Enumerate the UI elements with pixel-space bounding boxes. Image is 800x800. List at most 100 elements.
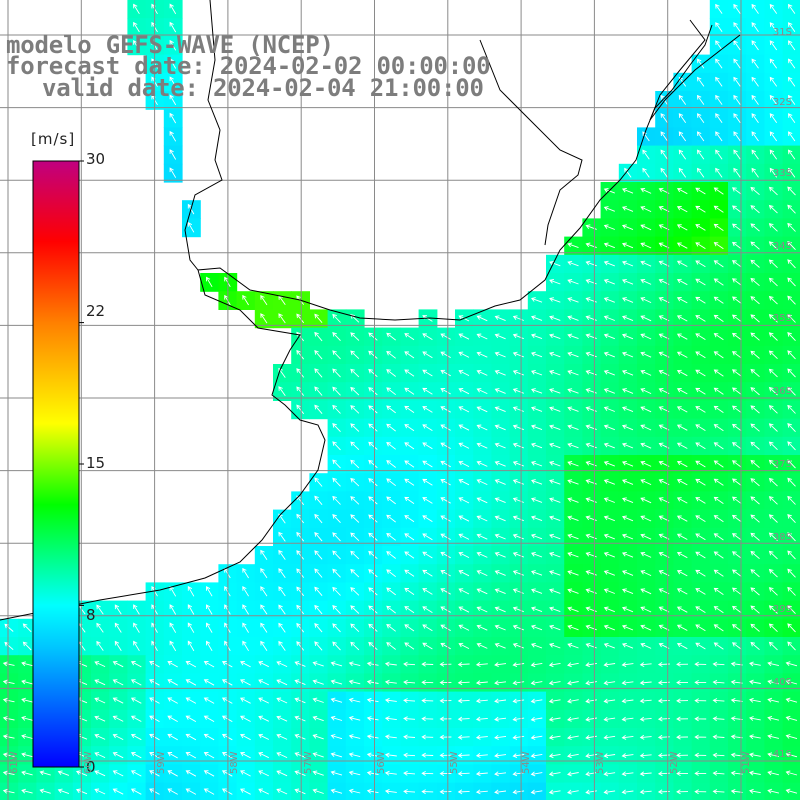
wind-arrow	[206, 276, 213, 288]
wind-arrow	[494, 315, 506, 322]
wind-arrow	[787, 586, 796, 596]
wind-arrow	[422, 387, 433, 395]
wind-arrow	[458, 588, 470, 595]
wind-arrow	[133, 3, 140, 15]
wind-arrow	[350, 623, 360, 633]
wind-arrow	[531, 424, 543, 431]
wind-arrow	[169, 130, 177, 142]
wind-arrow	[512, 442, 524, 449]
wind-arrow	[676, 351, 688, 358]
wind-arrow	[640, 460, 652, 467]
wind-arrow	[276, 770, 288, 777]
wind-arrow	[712, 770, 725, 776]
wind-arrow	[621, 570, 634, 576]
wind-arrow	[422, 424, 433, 431]
wind-arrow	[206, 586, 213, 597]
wind-arrow	[787, 459, 796, 469]
wind-arrow	[476, 570, 488, 577]
wind-arrow	[350, 423, 360, 432]
wind-arrow	[458, 497, 470, 504]
wind-arrow	[494, 624, 506, 631]
wind-arrow	[130, 697, 142, 704]
wind-arrow	[549, 388, 561, 394]
wind-arrow	[585, 735, 597, 740]
wind-arrow	[439, 734, 452, 740]
wind-arrow	[640, 642, 652, 649]
wind-arrow	[768, 405, 778, 414]
wind-arrow	[440, 442, 451, 449]
wind-arrow	[130, 679, 142, 686]
wind-arrow	[457, 716, 470, 722]
wind-arrow	[603, 588, 615, 594]
wind-arrow	[440, 642, 451, 650]
colorbar-tick-8: 8	[86, 606, 96, 624]
wind-arrow	[785, 752, 798, 758]
wind-arrow	[676, 680, 689, 685]
wind-arrow	[585, 442, 597, 449]
wind-arrow	[494, 680, 507, 686]
wind-arrow	[603, 551, 615, 558]
wind-arrow	[713, 187, 724, 195]
wind-cell	[309, 782, 329, 800]
lon-label-54w: 54W	[521, 751, 532, 774]
wind-arrow	[330, 734, 343, 740]
wind-arrow	[713, 387, 724, 395]
wind-arrow	[112, 788, 124, 795]
wind-arrow	[585, 515, 597, 522]
wind-cell	[782, 127, 800, 147]
wind-arrow	[640, 187, 652, 194]
wind-arrow	[787, 623, 796, 633]
wind-arrow	[260, 586, 268, 597]
wind-arrow	[242, 294, 249, 306]
wind-arrow	[404, 624, 415, 632]
wind-arrow	[203, 733, 215, 741]
wind-arrow	[621, 642, 634, 649]
wind-arrow	[314, 386, 323, 396]
wind-arrow	[713, 551, 724, 559]
coastline	[0, 24, 713, 621]
wind-arrow	[366, 752, 379, 758]
wind-arrow	[695, 387, 706, 395]
wind-arrow	[404, 460, 415, 468]
wind-arrow	[640, 442, 652, 449]
wind-arrow	[94, 770, 106, 777]
wind-arrow	[314, 404, 323, 414]
wind-arrow	[585, 771, 597, 777]
wind-arrow	[768, 350, 778, 360]
wind-arrow	[549, 461, 561, 467]
wind-arrow	[750, 387, 760, 396]
wind-arrow	[512, 406, 524, 412]
wind-arrow	[386, 623, 396, 632]
wind-arrow	[296, 586, 305, 597]
wind-arrow	[715, 40, 723, 51]
wind-arrow	[350, 332, 360, 341]
wind-arrow	[621, 187, 634, 194]
wind-arrow	[476, 551, 488, 558]
wind-arrow	[732, 296, 742, 304]
wind-arrow	[350, 459, 360, 469]
wind-arrow	[549, 370, 561, 376]
wind-arrow	[260, 549, 268, 560]
wind-arrow	[422, 588, 433, 595]
wind-arrow	[621, 406, 634, 413]
wind-arrow	[348, 715, 361, 721]
wind-cell	[782, 582, 800, 602]
wind-arrow	[750, 223, 760, 232]
wind-arrow	[368, 441, 378, 450]
wind-arrow	[457, 734, 470, 740]
wind-arrow	[240, 752, 251, 759]
wind-arrow	[676, 260, 688, 267]
wind-arrow	[694, 771, 707, 776]
wind-arrow	[715, 76, 723, 87]
wind-arrow	[696, 58, 705, 69]
wind-arrow	[712, 679, 725, 685]
wind-arrow	[713, 424, 724, 432]
wind-arrow	[421, 771, 434, 776]
wind-arrow	[751, 40, 759, 51]
wind-arrow	[458, 351, 470, 358]
wind-arrow	[642, 167, 650, 178]
wind-arrow	[112, 752, 124, 759]
wind-arrow	[403, 698, 416, 703]
wind-arrow	[475, 662, 488, 667]
wind-arrow	[640, 333, 652, 340]
